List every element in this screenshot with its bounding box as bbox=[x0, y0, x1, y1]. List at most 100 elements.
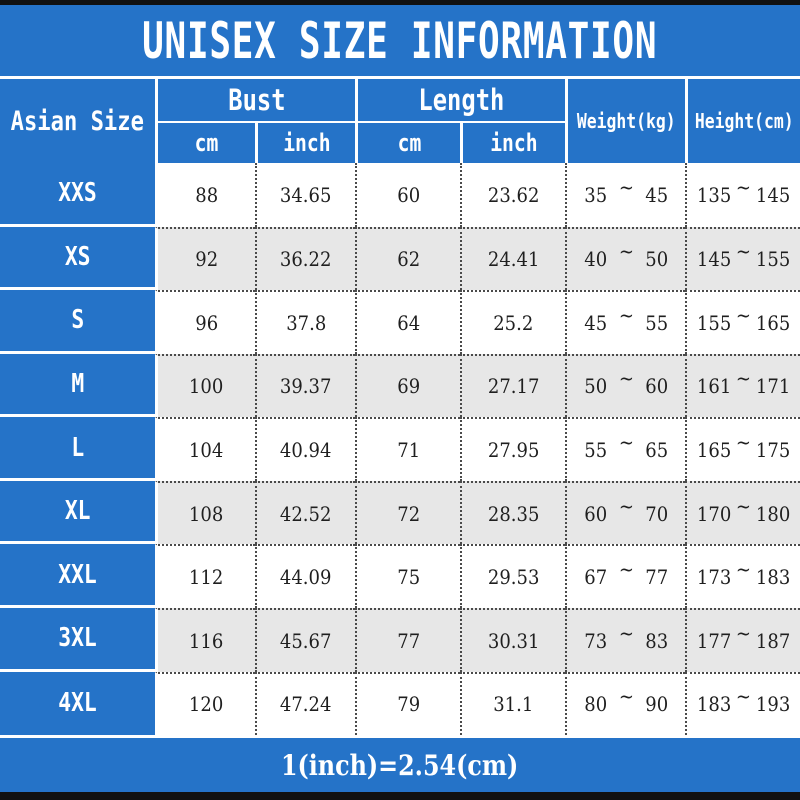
length-cm-cell: 62 bbox=[355, 226, 460, 291]
size-label-cell: XXL bbox=[0, 544, 155, 608]
size-table: Asian Size Bust cm inch Length cm inch bbox=[0, 79, 800, 736]
cell-value: 96 bbox=[195, 310, 218, 335]
range-max: 60 bbox=[644, 374, 668, 399]
range-min: 183 bbox=[696, 692, 732, 717]
col-header-bust-cm: cm bbox=[194, 129, 219, 157]
range-max: 187 bbox=[755, 628, 791, 653]
range-max: 65 bbox=[644, 438, 668, 463]
tilde: ~ bbox=[618, 366, 634, 391]
cell-value: 112 bbox=[189, 565, 224, 590]
tilde: ~ bbox=[618, 684, 634, 709]
cell-value: 28.35 bbox=[487, 501, 540, 526]
length-inch-cell: 23.62 bbox=[460, 163, 565, 227]
weight-range-cell: 67 ~77 bbox=[565, 544, 685, 608]
col-header-height: Height(cm) bbox=[685, 79, 800, 163]
col-group-bust-subheaders: cm inch bbox=[158, 123, 355, 163]
cell-value: 116 bbox=[189, 628, 224, 653]
cell-value: 88 bbox=[195, 182, 218, 207]
cell-value: XS bbox=[64, 241, 91, 272]
height-range-cell: 135 ~145 bbox=[685, 163, 800, 227]
range-min: 55 bbox=[584, 438, 608, 463]
table-row: XL 108 42.52 72 28.35 60 ~70 170 ~180 bbox=[0, 480, 800, 545]
size-label-cell: XL bbox=[0, 480, 155, 545]
range-max: 90 bbox=[644, 692, 668, 717]
height-range-cell: 145 ~155 bbox=[685, 226, 800, 291]
length-cm-cell: 64 bbox=[355, 290, 460, 354]
table-row: XXL 112 44.09 75 29.53 67 ~77 173 ~183 bbox=[0, 544, 800, 608]
range-min: 173 bbox=[696, 565, 732, 590]
weight-range-cell: 35 ~45 bbox=[565, 163, 685, 227]
bust-cm-cell: 104 bbox=[155, 417, 255, 481]
table-row: 4XL 120 47.24 79 31.1 80 ~90 183 ~193 bbox=[0, 671, 800, 736]
cell-value: 64 bbox=[397, 310, 420, 335]
cell-value: 30.31 bbox=[487, 628, 540, 653]
bust-inch-cell: 44.09 bbox=[255, 544, 355, 608]
size-label-cell: M bbox=[0, 353, 155, 418]
size-label-cell: L bbox=[0, 417, 155, 481]
length-inch-cell: 30.31 bbox=[460, 607, 565, 672]
cell-value: XXL bbox=[58, 559, 97, 590]
tilde: ~ bbox=[618, 620, 634, 645]
height-range-cell: 177 ~187 bbox=[685, 607, 800, 672]
range-max: 165 bbox=[755, 310, 791, 335]
cell-value: 69 bbox=[397, 374, 420, 399]
col-group-length-subheaders: cm inch bbox=[358, 123, 565, 163]
tilde: ~ bbox=[618, 174, 634, 199]
size-label-cell: XS bbox=[0, 226, 155, 291]
weight-range-cell: 80 ~90 bbox=[565, 671, 685, 736]
col-group-length-label: Length bbox=[358, 79, 565, 123]
range-max: 77 bbox=[644, 565, 668, 590]
range-max: 183 bbox=[755, 565, 791, 590]
range-min: 177 bbox=[696, 628, 732, 653]
bust-inch-cell: 45.67 bbox=[255, 607, 355, 672]
length-cm-cell: 71 bbox=[355, 417, 460, 481]
cell-value: 44.09 bbox=[280, 565, 332, 590]
weight-range-cell: 55 ~65 bbox=[565, 417, 685, 481]
size-label-cell: 4XL bbox=[0, 671, 155, 736]
range-max: 193 bbox=[755, 692, 791, 717]
cell-value: 104 bbox=[189, 438, 224, 463]
col-header-length-inch: inch bbox=[460, 123, 565, 163]
tilde: ~ bbox=[735, 557, 752, 582]
cell-value: 31.1 bbox=[493, 692, 534, 717]
height-range-cell: 155 ~165 bbox=[685, 290, 800, 354]
cell-value: 36.22 bbox=[280, 247, 332, 272]
weight-range-cell: 45 ~55 bbox=[565, 290, 685, 354]
col-header-label: Asian Size bbox=[10, 105, 145, 137]
table-row: M 100 39.37 69 27.17 50 ~60 161 ~171 bbox=[0, 353, 800, 418]
height-range-cell: 161 ~171 bbox=[685, 353, 800, 418]
cell-value: 77 bbox=[397, 628, 420, 653]
table-row: S 96 37.8 64 25.2 45 ~55 155 ~165 bbox=[0, 290, 800, 354]
cell-value: 4XL bbox=[58, 688, 97, 719]
tilde: ~ bbox=[735, 239, 752, 264]
bust-inch-cell: 34.65 bbox=[255, 163, 355, 227]
range-max: 55 bbox=[644, 310, 668, 335]
tilde: ~ bbox=[735, 302, 752, 327]
bust-inch-cell: 37.8 bbox=[255, 290, 355, 354]
length-cm-cell: 77 bbox=[355, 607, 460, 672]
range-max: 45 bbox=[644, 182, 668, 207]
height-range-cell: 183 ~193 bbox=[685, 671, 800, 736]
range-min: 35 bbox=[584, 182, 608, 207]
range-max: 70 bbox=[644, 501, 668, 526]
size-label-cell: S bbox=[0, 290, 155, 354]
cell-value: 62 bbox=[397, 247, 420, 272]
range-min: 80 bbox=[584, 692, 608, 717]
divider bbox=[0, 735, 800, 738]
range-min: 60 bbox=[584, 501, 608, 526]
weight-range-cell: 60 ~70 bbox=[565, 480, 685, 545]
range-max: 145 bbox=[755, 182, 791, 207]
bust-cm-cell: 108 bbox=[155, 480, 255, 545]
footer-note-band: 1(inch)=2.54(cm) bbox=[0, 738, 800, 792]
range-min: 165 bbox=[696, 438, 732, 463]
tilde: ~ bbox=[735, 684, 752, 709]
cell-value: 40.94 bbox=[280, 438, 332, 463]
bust-inch-cell: 47.24 bbox=[255, 671, 355, 736]
length-inch-cell: 24.41 bbox=[460, 226, 565, 291]
size-label-cell: 3XL bbox=[0, 607, 155, 672]
cell-value: 72 bbox=[397, 501, 420, 526]
weight-range-cell: 73 ~83 bbox=[565, 607, 685, 672]
cell-value: 24.41 bbox=[487, 247, 540, 272]
cell-value: S bbox=[71, 305, 84, 336]
